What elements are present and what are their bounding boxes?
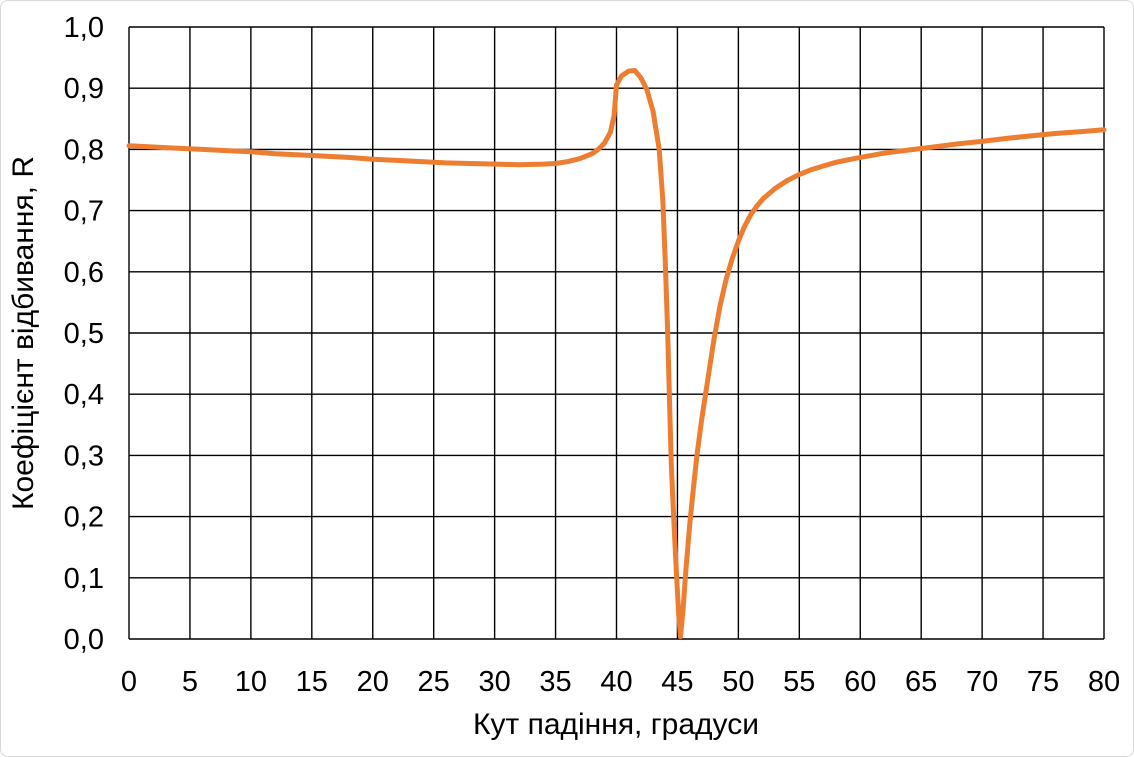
x-tick-label-5: 5 <box>182 666 198 698</box>
x-tick-label-45: 45 <box>661 666 693 698</box>
series-line-0 <box>126 68 1107 640</box>
y-tick-label-0,8: 0,8 <box>64 134 104 166</box>
y-tick-label-0,9: 0,9 <box>64 73 104 105</box>
x-tick-label-35: 35 <box>539 666 571 698</box>
x-tick-label-75: 75 <box>1027 666 1059 698</box>
x-tick-label-30: 30 <box>478 666 510 698</box>
x-tick-label-70: 70 <box>966 666 998 698</box>
y-tick-label-0,5: 0,5 <box>64 318 104 350</box>
x-tick-label-0: 0 <box>121 666 137 698</box>
y-tick-label-0,0: 0,0 <box>64 624 104 656</box>
x-tick-label-15: 15 <box>296 666 328 698</box>
y-tick-label-0,7: 0,7 <box>64 196 104 228</box>
x-tick-label-60: 60 <box>844 666 876 698</box>
reflectance-curve-group <box>126 68 1107 640</box>
y-tick-label-0,3: 0,3 <box>64 440 104 472</box>
x-tick-label-10: 10 <box>235 666 267 698</box>
x-axis-title: Кут падіння, градуси <box>473 708 759 741</box>
x-tick-label-55: 55 <box>783 666 815 698</box>
y-tick-label-1,0: 1,0 <box>64 12 104 44</box>
y-tick-label-0,1: 0,1 <box>64 563 104 595</box>
y-tick-label-0,4: 0,4 <box>64 379 104 411</box>
x-tick-label-65: 65 <box>905 666 937 698</box>
y-axis-title: Коефіцієнт відбивання, R <box>7 156 40 510</box>
x-tick-label-25: 25 <box>418 666 450 698</box>
gridlines <box>128 26 1105 640</box>
x-tick-label-20: 20 <box>357 666 389 698</box>
x-tick-label-50: 50 <box>722 666 754 698</box>
y-tick-labels: 0,0 0,1 0,2 0,3 0,4 0,5 0,6 0,7 0,8 0,9 1,0 <box>64 12 104 656</box>
y-tick-label-0,6: 0,6 <box>64 257 104 289</box>
x-tick-labels: 0 5 10 15 20 25 30 35 40 45 50 55 60 65 70 75 80 <box>121 666 1120 698</box>
y-tick-label-0,2: 0,2 <box>64 502 104 534</box>
x-tick-label-40: 40 <box>600 666 632 698</box>
x-tick-label-80: 80 <box>1088 666 1120 698</box>
